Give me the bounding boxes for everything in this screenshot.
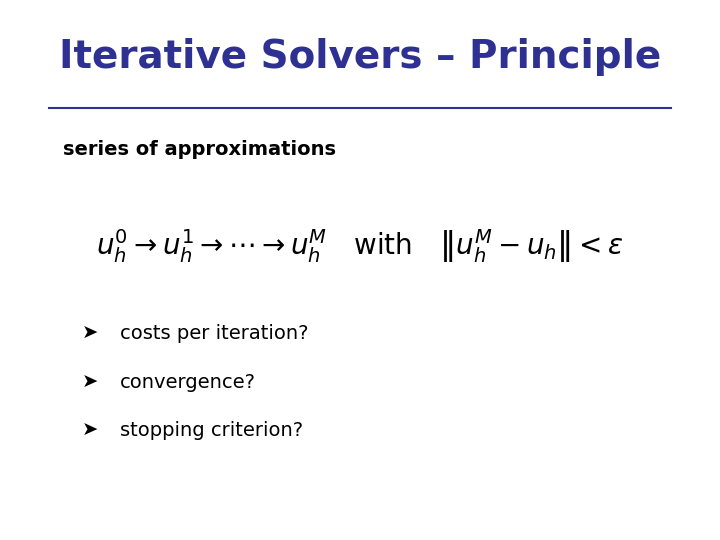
Text: convergence?: convergence?: [120, 373, 256, 392]
Text: ➤: ➤: [81, 373, 98, 392]
Text: $u_h^0 \rightarrow u_h^1 \rightarrow \cdots \rightarrow u_h^M$$\quad\mathrm{with: $u_h^0 \rightarrow u_h^1 \rightarrow \cd…: [96, 227, 624, 265]
Text: ➤: ➤: [81, 324, 98, 343]
Text: costs per iteration?: costs per iteration?: [120, 324, 309, 343]
Text: Iterative Solvers – Principle: Iterative Solvers – Principle: [59, 38, 661, 76]
Text: series of approximations: series of approximations: [63, 140, 336, 159]
Text: stopping criterion?: stopping criterion?: [120, 421, 303, 440]
Text: ➤: ➤: [81, 421, 98, 440]
